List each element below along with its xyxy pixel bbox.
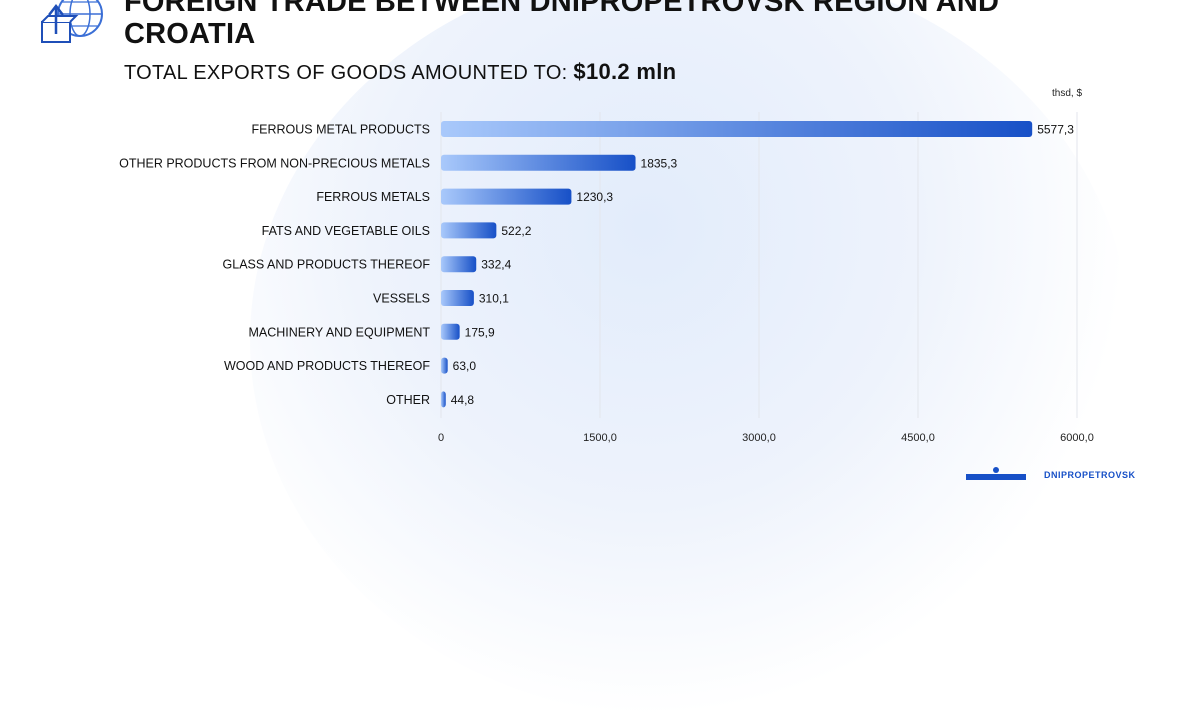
category-label: WOOD AND PRODUCTS THEREOF [224,359,430,373]
value-label: 1230,3 [576,190,613,204]
category-label: FERROUS METALS [316,190,430,204]
value-label: 5577,3 [1037,123,1074,137]
value-label: 44,8 [451,393,475,407]
category-label: GLASS AND PRODUCTS THEREOF [223,258,431,272]
brand-mark [966,474,1026,480]
value-label: 332,4 [481,258,511,272]
bar [441,357,448,374]
brand-text: DNIPROPETROVSK [1044,470,1136,480]
brand-dot [993,467,999,473]
category-label: OTHER PRODUCTS FROM NON-PRECIOUS METALS [119,156,430,170]
bar-chart: 0 1500,0 3000,0 4500,0 6000,0 FERROUS METAL P… [119,112,1094,444]
x-tick-label: 1500,0 [583,432,617,444]
category-label: MACHINERY AND EQUIPMENT [248,325,430,339]
subtitle: TOTAL EXPORTS OF GOODS AMOUNTED TO: $10.… [124,60,676,85]
bar [441,323,460,340]
brand-logo: DNIPROPETROVSK [966,466,1166,480]
category-label: FATS AND VEGETABLE OILS [262,224,430,238]
total-exports-value: $10.2 mln [573,59,677,84]
bar [441,290,474,306]
x-tick-label: 3000,0 [742,432,776,444]
value-label: 1835,3 [641,156,678,170]
x-tick-label: 4500,0 [901,432,935,444]
value-label: 522,2 [501,224,531,238]
value-label: 310,1 [479,292,509,306]
bar [441,188,572,205]
bar [441,222,497,239]
x-tick-label: 0 [438,432,444,444]
category-label: VESSELS [373,292,430,306]
subtitle-prefix: TOTAL EXPORTS OF GOODS AMOUNTED TO: [124,62,574,84]
value-label: 63,0 [453,359,477,373]
category-label: OTHER [386,393,430,407]
x-tick-label: 6000,0 [1060,432,1094,444]
category-label: FERROUS METAL PRODUCTS [252,123,431,137]
bar [441,391,446,408]
unit-label: thsd, $ [1052,88,1083,99]
value-label: 175,9 [465,325,495,339]
bar [441,154,636,171]
bar [441,121,1033,137]
bar [441,256,477,273]
globe-box-arrow-icon [41,0,103,43]
page-title: FOREIGN TRADE BETWEEN DNIPROPETROVSK REG… [124,0,1000,50]
